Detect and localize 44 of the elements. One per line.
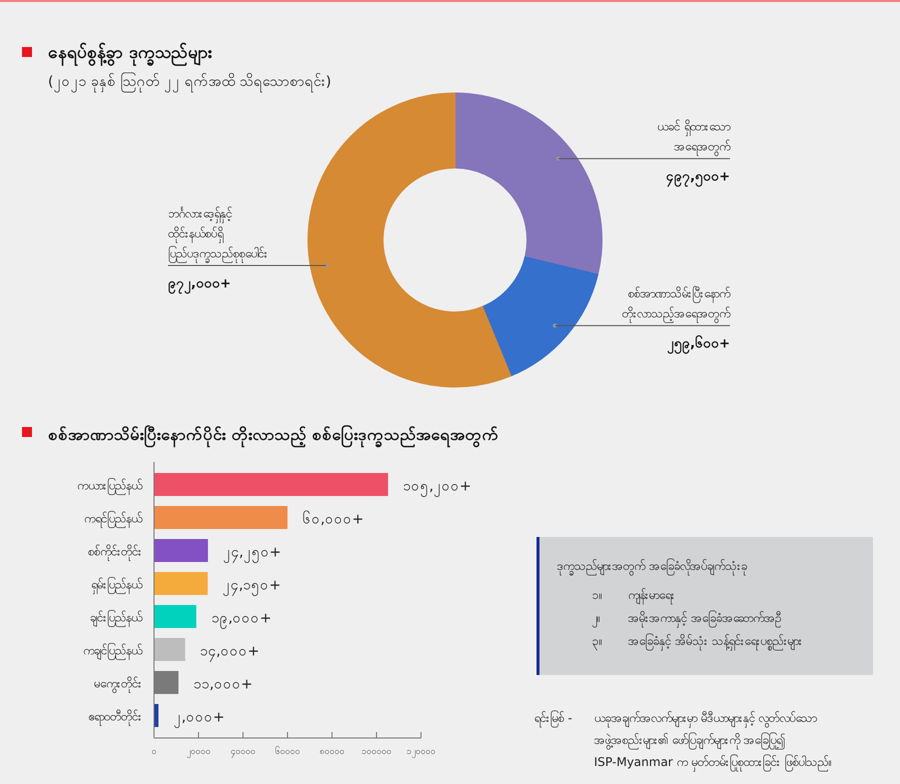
- bar: [154, 539, 208, 562]
- data-label: ၄၉၇,၅၀၀+: [666, 170, 730, 188]
- y-tick-label: ရှမ်းပြည်နယ်: [91, 576, 142, 594]
- slice-label: ယခင် ရှိထားသော အရေအတွက်: [657, 118, 730, 157]
- data-label: ၁၄,၀၀၀+: [200, 644, 260, 662]
- y-tick-label: ကယားပြည်နယ်: [77, 476, 142, 496]
- slice-label: ဘင်္ဂလားဒေ့ရှ်နှင့် ထိုင်းနယ်စပ်ရှိ ပြည်ပဒုက္ခသည်စုစုပေါင်း: [168, 206, 268, 264]
- text: ၁။ ကျန်းမာရေး: [592, 588, 675, 602]
- data-label: ၁၉,၀၀၀+: [211, 610, 272, 628]
- y-tick-label: ကရင်ပြည်နယ်: [84, 510, 142, 528]
- data-label: ၂၅၉,၆၀၀+: [667, 334, 730, 355]
- bar: [154, 473, 388, 496]
- text: ဒုက္ခသည်များအတွက် အခြေခံလိုအပ်ချက်သုံးခု: [557, 557, 747, 576]
- data-label: ၁၁,၀၀၀+: [193, 676, 253, 692]
- bar: [154, 572, 208, 595]
- bar: [154, 506, 288, 529]
- x-tick-label: ၁၀၀၀၀၀: [362, 747, 392, 757]
- data-label: ၂၄,၂၅၀+: [222, 544, 282, 562]
- donut-slice: [482, 256, 598, 376]
- donut-slice: [308, 92, 512, 388]
- slice-label: စစ်အာဏာသိမ်းပြီးနောက် တိုးလာသည့်အရေအတွက်: [622, 286, 730, 324]
- chart-title: နေရပ်စွန့်ခွာ ဒုက္ခသည်များ: [48, 42, 213, 67]
- x-tick-label: ၀: [152, 747, 156, 757]
- y-tick-label: စစ်ကိုင်းတိုင်း: [88, 544, 142, 562]
- bar: [154, 638, 186, 661]
- data-label: ၉၇၂,၀၀၀+: [168, 276, 231, 295]
- data-label: ၂၄,၁၅၀+: [222, 578, 281, 596]
- y-tick-label: ကချင်ပြည်နယ်: [83, 642, 142, 660]
- x-tick-label: ၄၀၀၀၀: [230, 747, 256, 758]
- chart-title: စစ်အာဏာသိမ်းပြီးနောက်ပိုင်း တိုးလာသည့် စစ်ပြေးဒုက္ခသည်အရေအတွက်: [48, 424, 500, 448]
- data-label: ၂,၀၀၀+: [173, 710, 225, 728]
- data-label: ၆၀,၀၀၀+: [302, 512, 364, 528]
- x-tick-label: ၂၀၀၀၀: [186, 747, 210, 758]
- bar: [154, 605, 196, 628]
- data-label: ၁၀၅,၂၀၀+: [403, 478, 472, 496]
- y-tick-label: ဧရာဝတီတိုင်း: [88, 708, 142, 726]
- y-tick-label: ချင်းပြည်နယ်: [90, 608, 142, 628]
- donut-slice: [454, 92, 602, 276]
- x-tick-label: ၈၀၀၀၀: [320, 747, 344, 757]
- x-tick-label: ၆၀၀၀၀: [275, 746, 300, 757]
- chart-subtitle: (၂၀၂၁ ခုနှစ် ဩဂုတ် ၂၂ ရက်အထိ သိရသောစာရင်း): [48, 73, 332, 92]
- y-tick-label: မကွေးတိုင်း: [94, 676, 142, 694]
- x-tick-label: ၁၂၀၀၀၀: [406, 747, 436, 758]
- bar: [154, 704, 158, 727]
